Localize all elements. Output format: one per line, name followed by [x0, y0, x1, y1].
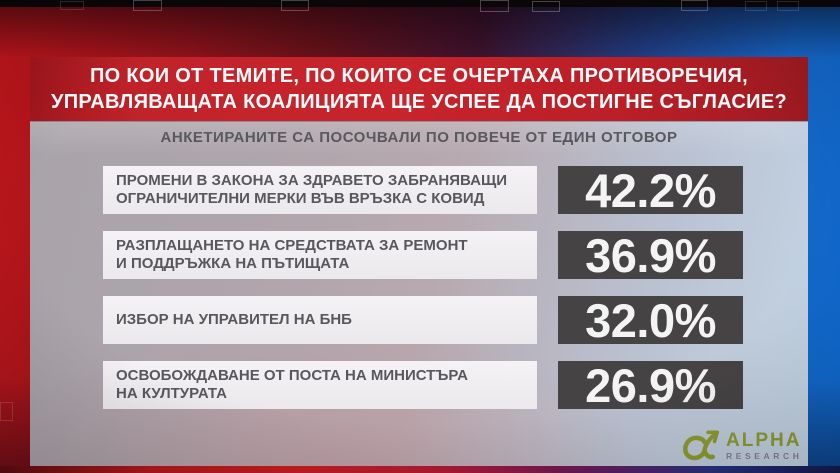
alpha-logo-icon	[683, 430, 720, 461]
answer-label: РАЗПЛАЩАНЕТО НА СРЕДСТВАТА ЗА РЕМОНТ И П…	[103, 231, 537, 279]
methodology-note: АНКЕТИРАНИТЕ СА ПОСОЧВАЛИ ПО ПОВЕЧЕ ОТ Е…	[160, 128, 678, 146]
top-edge-strip	[0, 0, 840, 7]
result-row: ИЗБОР НА УПРАВИТЕЛ НА БНБ 32.0%	[30, 296, 808, 344]
logo-name: ALPHA	[726, 429, 802, 451]
question-title: ПО КОИ ОТ ТЕМИТЕ, ПО КОИТО СЕ ОЧЕРТАХА П…	[51, 65, 787, 113]
background-top-shade	[0, 0, 840, 58]
bottom-edge-strip	[0, 466, 840, 473]
logo-subname: RESEARCH	[726, 450, 803, 461]
alpha-research-logo: ALPHA RESEARCH	[680, 428, 810, 464]
answer-label: ПРОМЕНИ В ЗАКОНА ЗА ЗДРАВЕТО ЗАБРАНЯВАЩИ…	[103, 166, 537, 214]
answer-label: ОСВОБОЖДАВАНЕ ОТ ПОСТА НА МИНИСТЪРА НА К…	[103, 361, 537, 409]
result-row: ОСВОБОЖДАВАНЕ ОТ ПОСТА НА МИНИСТЪРА НА К…	[30, 361, 808, 409]
percentage-value: 36.9%	[558, 231, 743, 279]
percentage-value: 42.2%	[558, 166, 743, 214]
logo-text: ALPHA RESEARCH	[726, 429, 803, 461]
percentage-value: 32.0%	[558, 296, 743, 344]
percentage-value: 26.9%	[558, 361, 743, 409]
question-header: ПО КОИ ОТ ТЕМИТЕ, ПО КОИТО СЕ ОЧЕРТАХА П…	[30, 57, 808, 121]
answer-label: ИЗБОР НА УПРАВИТЕЛ НА БНБ	[103, 296, 537, 344]
result-row: РАЗПЛАЩАНЕТО НА СРЕДСТВАТА ЗА РЕМОНТ И П…	[30, 231, 808, 279]
result-row: ПРОМЕНИ В ЗАКОНА ЗА ЗДРАВЕТО ЗАБРАНЯВАЩИ…	[30, 166, 808, 214]
content-panel: ПО КОИ ОТ ТЕМИТЕ, ПО КОИТО СЕ ОЧЕРТАХА П…	[30, 57, 808, 466]
